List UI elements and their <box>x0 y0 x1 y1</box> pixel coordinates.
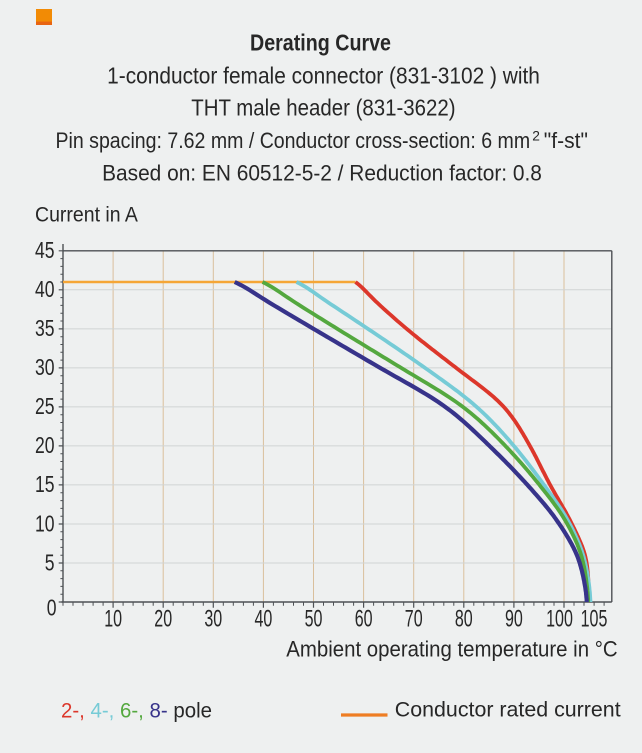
svg-text:0: 0 <box>47 595 57 621</box>
svg-text:30: 30 <box>204 605 222 632</box>
svg-text:1-conductor female connector (: 1-conductor female connector (831-3102 )… <box>107 62 540 88</box>
svg-text:Pin spacing: 7.62 mm / Conduct: Pin spacing: 7.62 mm / Conductor cross-s… <box>56 129 531 153</box>
svg-text:Current in A: Current in A <box>35 204 138 227</box>
svg-text:80: 80 <box>455 605 473 632</box>
svg-text:Ambient operating temperature: Ambient operating temperature in °C <box>286 637 617 662</box>
svg-text:15: 15 <box>35 472 55 498</box>
svg-text:Conductor rated current: Conductor rated current <box>395 697 621 721</box>
svg-text:2-, 4-, 6-, 8- pole: 2-, 4-, 6-, 8- pole <box>61 699 212 722</box>
svg-text:30: 30 <box>35 355 55 381</box>
svg-text:90: 90 <box>505 605 523 632</box>
svg-text:100: 100 <box>546 605 573 632</box>
svg-text:70: 70 <box>405 605 423 632</box>
svg-text:35: 35 <box>35 316 55 342</box>
svg-text:Derating Curve: Derating Curve <box>250 30 391 56</box>
svg-text:45: 45 <box>35 238 55 264</box>
svg-text:40: 40 <box>254 605 272 632</box>
svg-text:Based on: EN 60512-5-2 / Reduc: Based on: EN 60512-5-2 / Reduction facto… <box>102 161 542 186</box>
svg-text:40: 40 <box>35 277 55 303</box>
svg-text:105: 105 <box>581 605 608 632</box>
svg-text:THT male header (831-3622): THT male header (831-3622) <box>191 94 455 120</box>
svg-text:50: 50 <box>305 605 323 632</box>
svg-text:10: 10 <box>104 605 122 632</box>
svg-text:10: 10 <box>35 511 55 537</box>
svg-text:2: 2 <box>532 128 540 143</box>
svg-text:60: 60 <box>355 605 373 632</box>
svg-text:20: 20 <box>35 433 55 459</box>
svg-text:25: 25 <box>35 394 55 420</box>
svg-text:5: 5 <box>45 550 55 576</box>
svg-text:20: 20 <box>154 605 172 632</box>
svg-text:"f-st": "f-st" <box>544 129 588 154</box>
